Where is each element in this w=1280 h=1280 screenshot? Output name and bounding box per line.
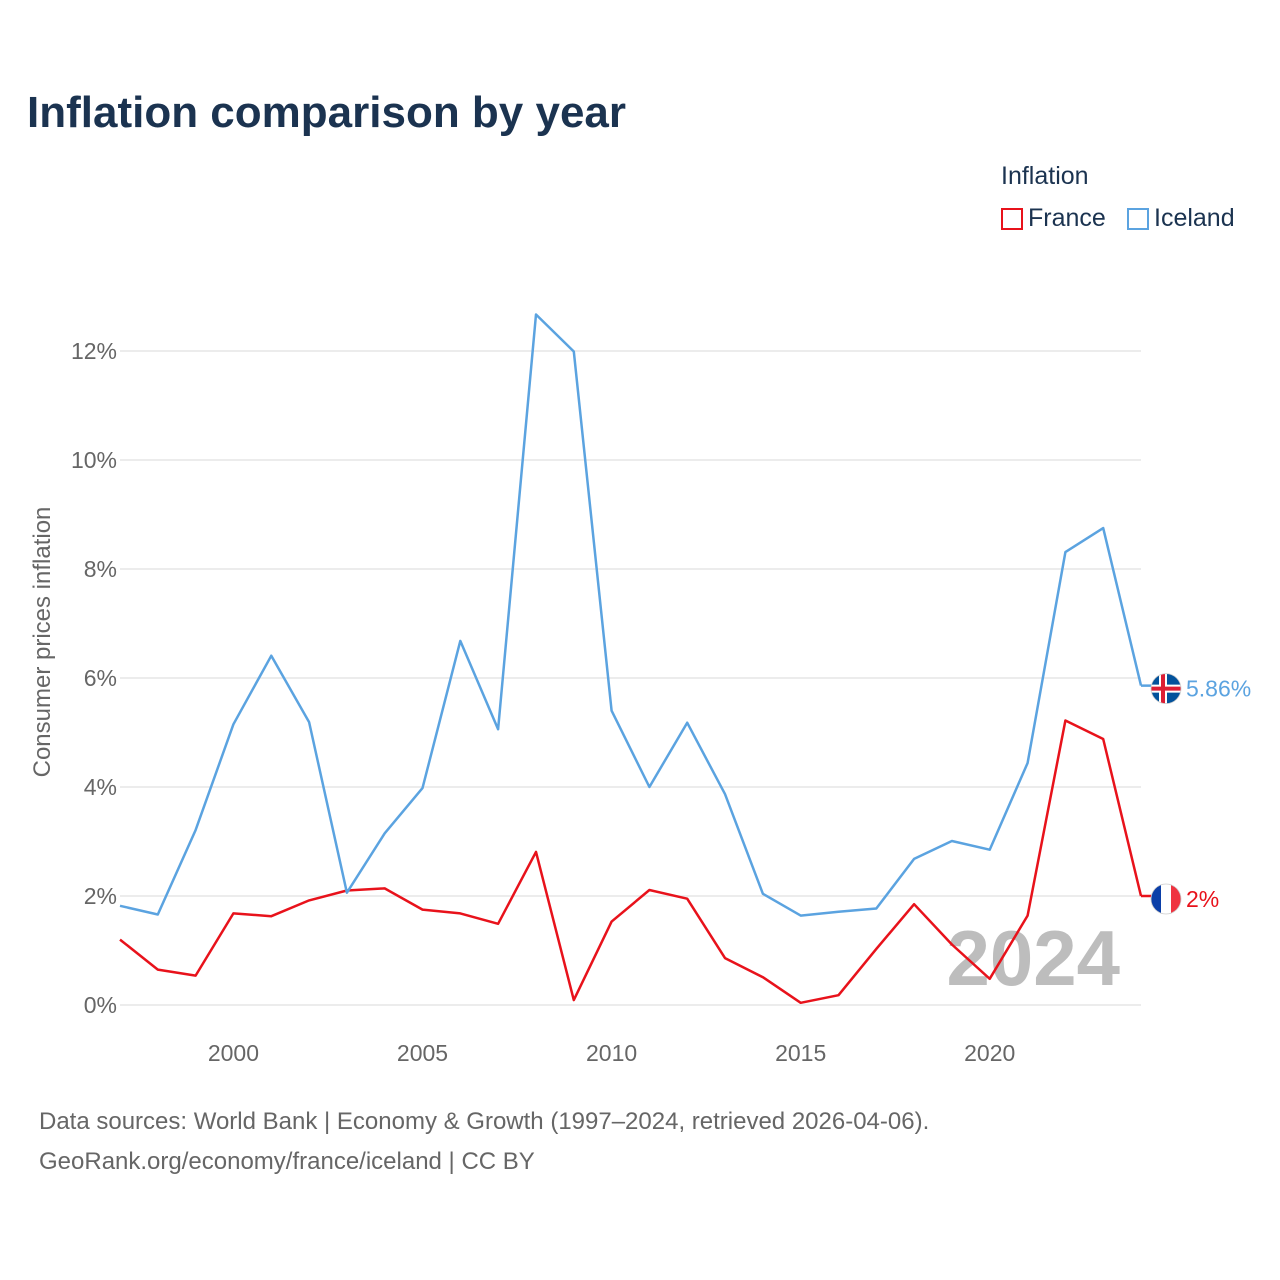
x-tick-label: 2015 xyxy=(775,1040,826,1066)
end-value-label-france: 2% xyxy=(1186,886,1219,912)
y-tick-label: 12% xyxy=(71,338,117,364)
y-tick-label: 10% xyxy=(71,447,117,473)
y-tick-label: 6% xyxy=(84,665,117,691)
legend-label-iceland: Iceland xyxy=(1154,204,1235,232)
y-tick-label: 0% xyxy=(84,992,117,1018)
y-tick-label: 4% xyxy=(84,774,117,800)
year-watermark: 2024 xyxy=(946,914,1120,1002)
y-tick-label: 8% xyxy=(84,556,117,582)
source-link[interactable]: GeoRank.org/economy/france/iceland | CC … xyxy=(39,1148,535,1175)
legend-swatch-iceland xyxy=(1127,207,1149,230)
end-value-label-iceland: 5.86% xyxy=(1186,676,1251,702)
legend-swatch-france xyxy=(1001,207,1023,230)
legend-item-iceland[interactable]: Iceland xyxy=(1127,204,1235,233)
x-tick-label: 2000 xyxy=(208,1040,259,1066)
source-text: Data sources: World Bank | Economy & Gro… xyxy=(39,1108,930,1135)
legend-label-france: France xyxy=(1028,204,1106,232)
series-lines xyxy=(119,313,1143,1005)
grid-lines xyxy=(120,350,1141,1006)
flag-france-icon xyxy=(1150,883,1182,915)
legend-item-france[interactable]: France xyxy=(1001,204,1106,233)
chart-title: Inflation comparison by year xyxy=(27,88,627,137)
series-line-france xyxy=(119,719,1143,1005)
x-axis-tick-labels: 2000 2005 2010 2015 2020 xyxy=(208,1040,1015,1066)
legend-title: Inflation xyxy=(1001,162,1089,190)
x-tick-label: 2020 xyxy=(964,1040,1015,1066)
flag-iceland-icon xyxy=(1150,673,1182,705)
y-tick-label: 2% xyxy=(84,883,117,909)
series-line-iceland xyxy=(119,313,1143,917)
end-markers: 2% 5.86% xyxy=(1141,673,1251,915)
y-axis-label: Consumer prices inflation xyxy=(29,507,56,778)
x-tick-label: 2005 xyxy=(397,1040,448,1066)
y-axis-tick-labels: 0% 2% 4% 6% 8% 10% 12% xyxy=(71,338,117,1018)
x-tick-label: 2010 xyxy=(586,1040,637,1066)
